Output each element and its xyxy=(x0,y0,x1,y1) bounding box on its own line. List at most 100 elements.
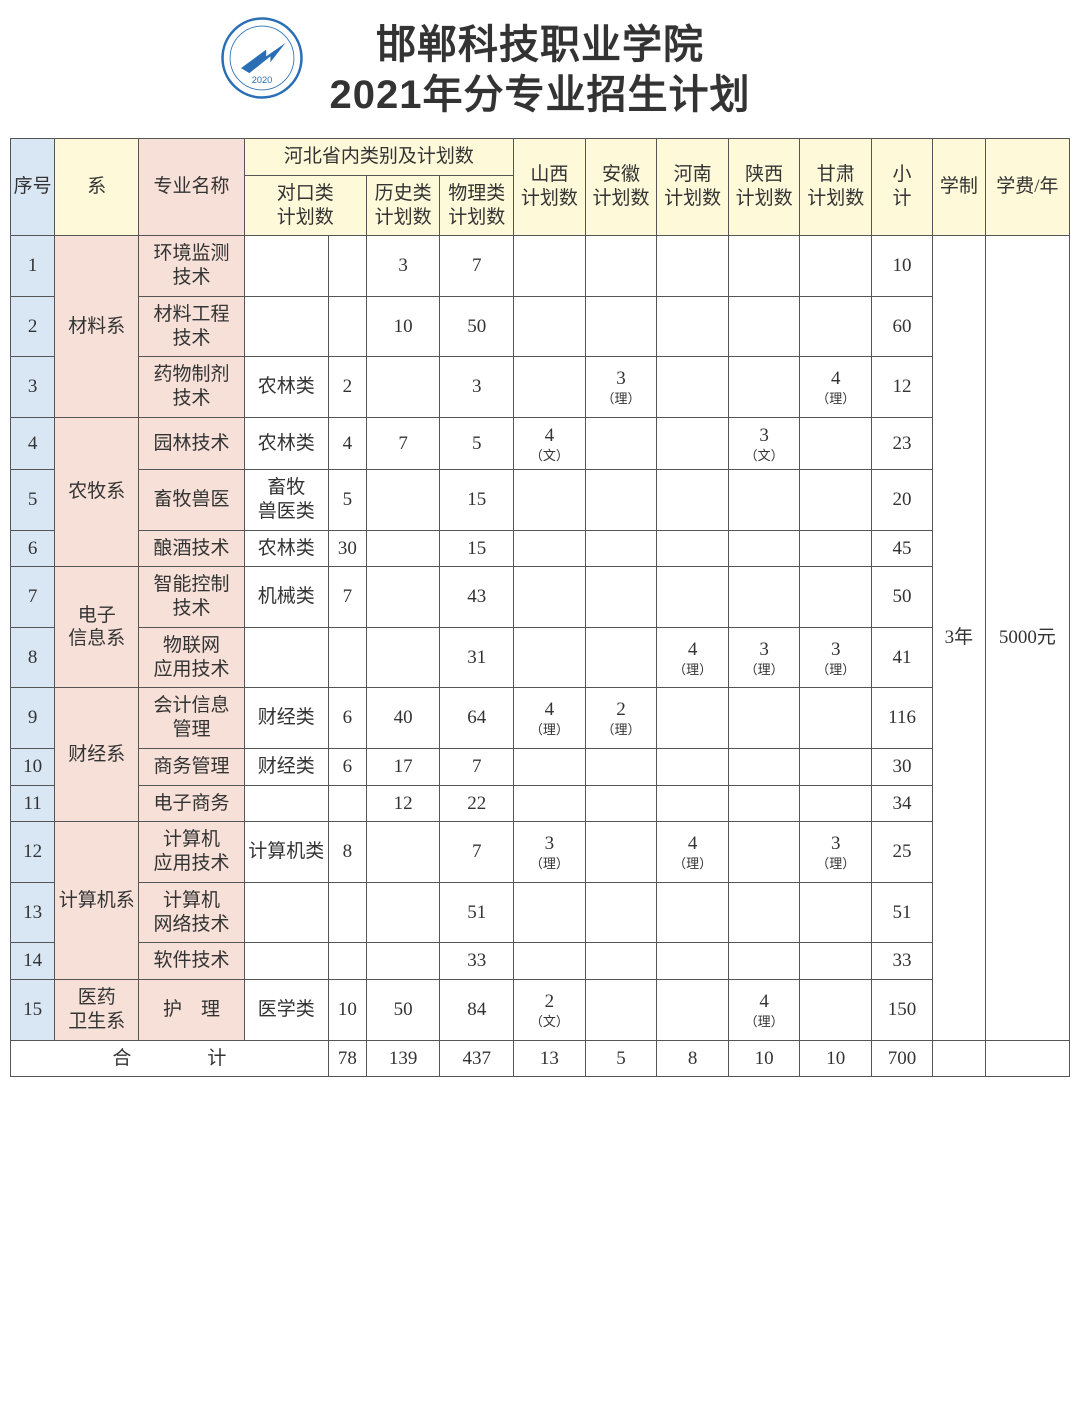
cell-subtotal: 150 xyxy=(872,980,933,1041)
cell-dk-num: 6 xyxy=(328,688,366,749)
cell-phys: 7 xyxy=(440,748,514,785)
enrollment-plan-table: 序号 系 专业名称 河北省内类别及计划数 山西计划数 安徽计划数 河南计划数 陕… xyxy=(10,138,1070,1077)
cell-index: 2 xyxy=(11,296,55,357)
cell-shaanxi xyxy=(728,236,800,297)
cell-subtotal: 51 xyxy=(872,882,933,943)
cell-shaanxi xyxy=(728,822,800,883)
cell-henan xyxy=(657,296,729,357)
cell-shanxi xyxy=(514,748,586,785)
cell-henan xyxy=(657,943,729,980)
cell-hist: 7 xyxy=(366,417,440,469)
th-anhui: 安徽计划数 xyxy=(585,139,657,236)
totals-dk_num: 78 xyxy=(328,1040,366,1077)
cell-major: 商务管理 xyxy=(139,748,244,785)
table-row: 4农牧系园林技术农林类4754（文）3（文）23 xyxy=(11,417,1070,469)
cell-phys: 31 xyxy=(440,627,514,688)
cell-index: 12 xyxy=(11,822,55,883)
cell-henan xyxy=(657,470,729,531)
th-dk-num: 对口类计划数 xyxy=(244,175,366,236)
cell-dk-num xyxy=(328,882,366,943)
totals-henan: 8 xyxy=(657,1040,729,1077)
cell-henan xyxy=(657,785,729,822)
cell-fee: 5000元 xyxy=(985,236,1069,1040)
totals-empty xyxy=(985,1040,1069,1077)
cell-shaanxi xyxy=(728,943,800,980)
table-row: 11电子商务122234 xyxy=(11,785,1070,822)
cell-henan xyxy=(657,236,729,297)
totals-shaanxi: 10 xyxy=(728,1040,800,1077)
cell-phys: 64 xyxy=(440,688,514,749)
cell-dk-category xyxy=(244,627,328,688)
totals-shanxi: 13 xyxy=(514,1040,586,1077)
cell-henan xyxy=(657,980,729,1041)
cell-dept: 计算机系 xyxy=(55,822,139,980)
cell-gansu xyxy=(800,417,872,469)
cell-henan xyxy=(657,357,729,418)
cell-shanxi xyxy=(514,627,586,688)
cell-anhui: 2（理） xyxy=(585,688,657,749)
cell-major: 畜牧兽医 xyxy=(139,470,244,531)
cell-dk-category: 财经类 xyxy=(244,688,328,749)
table-row: 7电子信息系智能控制技术机械类74350 xyxy=(11,567,1070,628)
cell-shaanxi xyxy=(728,785,800,822)
cell-anhui xyxy=(585,417,657,469)
th-fee: 学费/年 xyxy=(985,139,1069,236)
cell-subtotal: 60 xyxy=(872,296,933,357)
cell-dk-num: 10 xyxy=(328,980,366,1041)
cell-phys: 33 xyxy=(440,943,514,980)
totals-anhui: 5 xyxy=(585,1040,657,1077)
cell-shaanxi: 4（理） xyxy=(728,980,800,1041)
cell-shaanxi: 3（文） xyxy=(728,417,800,469)
table-row: 8物联网应用技术314（理）3（理）3（理）41 xyxy=(11,627,1070,688)
table-row: 2材料工程技术105060 xyxy=(11,296,1070,357)
college-logo: 2020 xyxy=(220,16,304,100)
cell-subtotal: 116 xyxy=(872,688,933,749)
cell-gansu: 3（理） xyxy=(800,627,872,688)
cell-subtotal: 41 xyxy=(872,627,933,688)
cell-subtotal: 34 xyxy=(872,785,933,822)
totals-hist: 139 xyxy=(366,1040,440,1077)
table-row: 13计算机网络技术5151 xyxy=(11,882,1070,943)
cell-anhui: 3（理） xyxy=(585,357,657,418)
cell-shanxi: 4（文） xyxy=(514,417,586,469)
cell-shaanxi: 3（理） xyxy=(728,627,800,688)
cell-gansu xyxy=(800,470,872,531)
cell-dk-category: 农林类 xyxy=(244,357,328,418)
cell-dk-num xyxy=(328,296,366,357)
cell-henan: 4（理） xyxy=(657,627,729,688)
cell-subtotal: 45 xyxy=(872,530,933,567)
cell-hist xyxy=(366,822,440,883)
table-body: 1材料系环境监测技术37103年5000元2材料工程技术1050603药物制剂技… xyxy=(11,236,1070,1077)
cell-dk-category: 农林类 xyxy=(244,417,328,469)
cell-anhui xyxy=(585,748,657,785)
cell-hist xyxy=(366,357,440,418)
cell-index: 5 xyxy=(11,470,55,531)
cell-phys: 50 xyxy=(440,296,514,357)
cell-anhui xyxy=(585,822,657,883)
title-block: 邯郸科技职业学院 2021年分专业招生计划 xyxy=(330,20,751,120)
table-totals-row: 合 计7813943713581010700 xyxy=(11,1040,1070,1077)
cell-gansu: 4（理） xyxy=(800,357,872,418)
cell-phys: 3 xyxy=(440,357,514,418)
cell-hist xyxy=(366,627,440,688)
cell-index: 11 xyxy=(11,785,55,822)
table-row: 3药物制剂技术农林类233（理）4（理）12 xyxy=(11,357,1070,418)
cell-dk-category: 畜牧兽医类 xyxy=(244,470,328,531)
cell-major: 酿酒技术 xyxy=(139,530,244,567)
cell-major: 环境监测技术 xyxy=(139,236,244,297)
cell-major: 智能控制技术 xyxy=(139,567,244,628)
cell-dk-num: 8 xyxy=(328,822,366,883)
cell-dk-num: 2 xyxy=(328,357,366,418)
cell-gansu xyxy=(800,296,872,357)
cell-dk-category xyxy=(244,236,328,297)
cell-dk-num: 5 xyxy=(328,470,366,531)
cell-hist xyxy=(366,882,440,943)
cell-gansu: 3（理） xyxy=(800,822,872,883)
totals-phys: 437 xyxy=(440,1040,514,1077)
cell-phys: 43 xyxy=(440,567,514,628)
th-index: 序号 xyxy=(11,139,55,236)
th-hist-num: 历史类计划数 xyxy=(366,175,440,236)
cell-anhui xyxy=(585,236,657,297)
cell-shanxi xyxy=(514,296,586,357)
cell-phys: 7 xyxy=(440,822,514,883)
